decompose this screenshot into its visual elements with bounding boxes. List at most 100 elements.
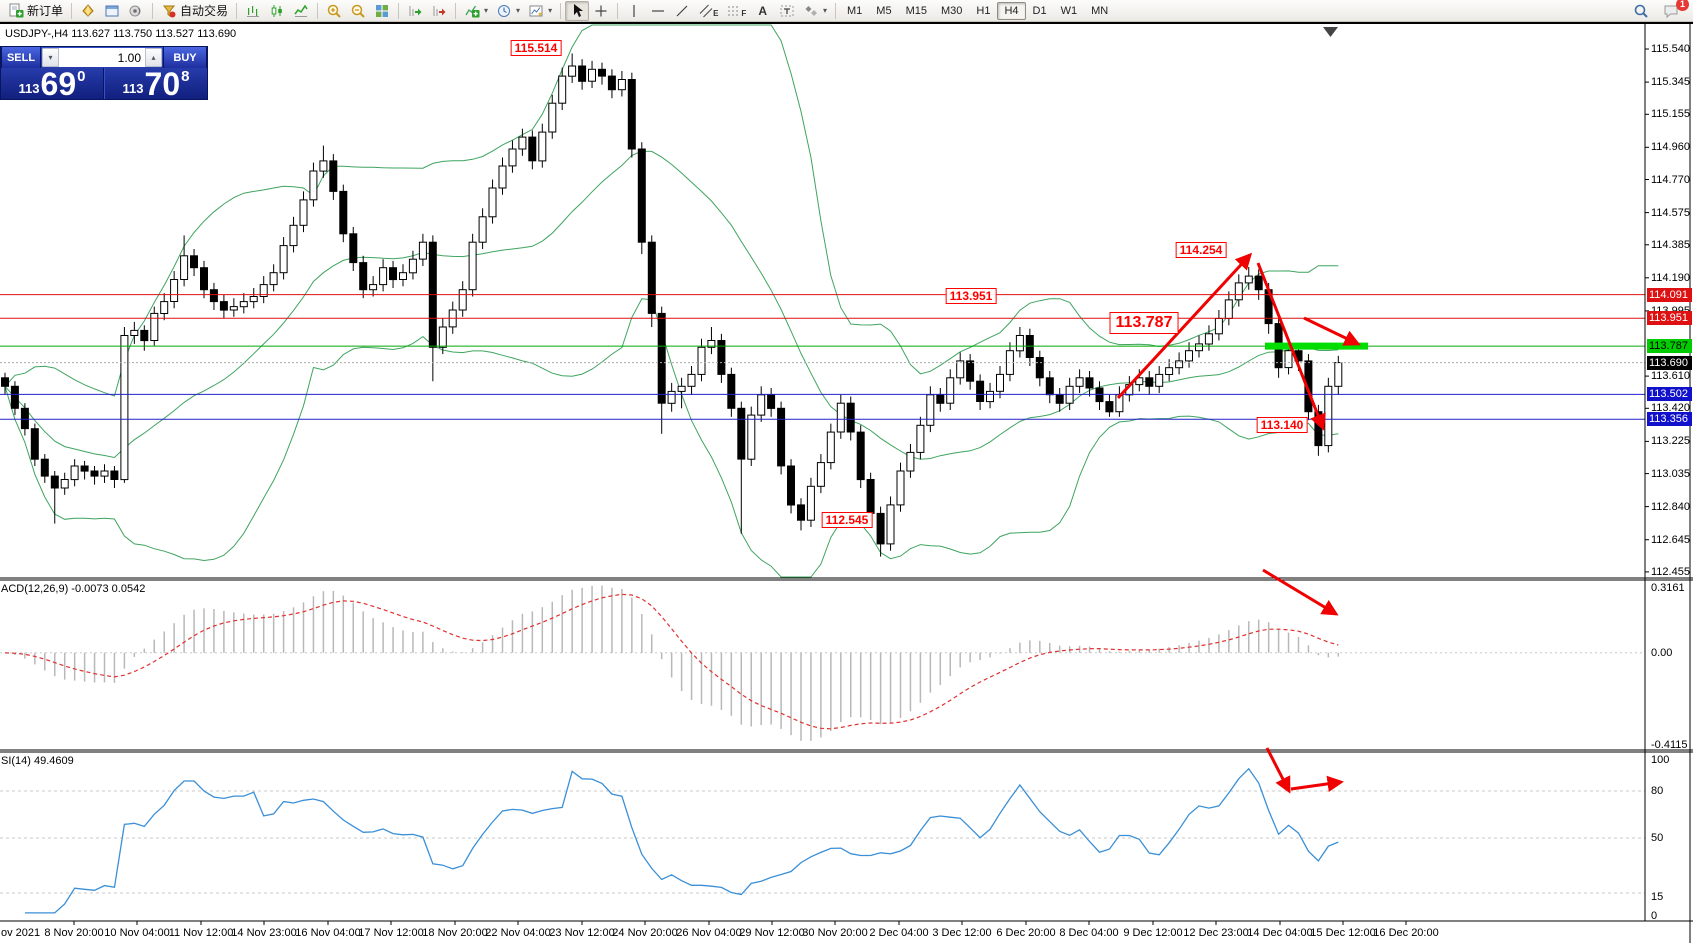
sell-price-main: 69: [40, 65, 77, 102]
timeframe-w1-button[interactable]: W1: [1060, 4, 1078, 17]
buy-price-display[interactable]: 113 70 8: [104, 68, 207, 100]
candle-body: [846, 402, 855, 433]
candle-body: [757, 394, 766, 416]
fibonacci-button-glyph: F: [741, 9, 747, 18]
search-button[interactable]: [1629, 1, 1653, 21]
timeframe-h4-button[interactable]: H4: [997, 1, 1026, 20]
zoom-out-icon: [351, 4, 365, 18]
candle-body: [1175, 360, 1184, 369]
timeframe-m30-button[interactable]: M30: [940, 4, 963, 17]
timeframe-mn-button[interactable]: MN: [1091, 4, 1109, 17]
candle-body: [289, 224, 298, 247]
green-zone-bar[interactable]: [1265, 342, 1368, 350]
candle-body: [180, 255, 189, 281]
price-tick-115.540: 115.540: [1651, 43, 1690, 55]
annotation-label-112.545[interactable]: 112.545: [821, 512, 873, 528]
annotation-label-113.787[interactable]: 113.787: [1109, 312, 1179, 334]
candle-body: [70, 465, 79, 481]
text-button[interactable]: A: [750, 1, 775, 21]
crosshair-button[interactable]: [589, 1, 613, 21]
candle-body: [896, 470, 905, 506]
indicators-button[interactable]: ▾: [460, 1, 492, 21]
annotation-label-115.514[interactable]: 115.514: [510, 40, 562, 56]
channel-button[interactable]: E: [694, 1, 722, 21]
sell-button[interactable]: SELL: [1, 47, 41, 68]
autotrade-button[interactable]: 自动交易: [157, 1, 232, 21]
cursor-button[interactable]: [565, 0, 590, 21]
bar-chart-button[interactable]: [241, 1, 265, 21]
time-label-5: 16 Nov 04:00: [295, 927, 361, 939]
tile-windows-button[interactable]: [370, 1, 394, 21]
timeframe-h1-button[interactable]: H1: [976, 4, 991, 17]
zoom-out-button[interactable]: [346, 1, 370, 21]
volume-input[interactable]: [59, 48, 145, 67]
vline-button[interactable]: [622, 1, 646, 21]
candle-body: [826, 431, 835, 464]
periods-button[interactable]: ▾: [492, 1, 524, 21]
timeframe-m1-button[interactable]: M1: [847, 4, 863, 17]
timeframe-d1-button[interactable]: D1: [1032, 4, 1047, 17]
trend-arrow-1[interactable]: [1256, 262, 1326, 431]
annotation-label-114.254[interactable]: 114.254: [1175, 242, 1227, 258]
volume-decrease-button[interactable]: ▾: [42, 48, 59, 67]
notifications-button[interactable]: 1: [1659, 0, 1689, 21]
fibonacci-button[interactable]: F: [722, 1, 750, 21]
bollinger-middle-band: [4, 150, 1339, 460]
candle-body: [90, 470, 99, 477]
signal-button[interactable]: [124, 1, 148, 21]
candle-body: [966, 360, 975, 382]
trend-arrow-3[interactable]: [1262, 568, 1339, 616]
candle-body: [568, 65, 577, 77]
macd-panel[interactable]: [0, 585, 1645, 741]
buy-button[interactable]: BUY: [163, 47, 207, 68]
trend-arrow-5[interactable]: [1290, 775, 1344, 793]
chart-shift-button[interactable]: [427, 1, 451, 21]
main-chart-panel[interactable]: [0, 24, 1645, 578]
templates-button[interactable]: ▾: [524, 1, 556, 21]
candle-body: [120, 335, 129, 481]
shapes-button[interactable]: ▾: [799, 1, 831, 21]
candle-body: [578, 65, 587, 82]
chart-shift-marker[interactable]: [1323, 27, 1338, 37]
timeframe-m15-button[interactable]: M15: [905, 4, 927, 17]
data-window-button[interactable]: [100, 1, 124, 21]
volume-spinbox: ▾ ▴: [42, 48, 162, 67]
label-button[interactable]: [775, 1, 799, 21]
candle-body: [438, 326, 447, 348]
search-icon: [1634, 4, 1648, 18]
annotation-label-113.951[interactable]: 113.951: [945, 288, 997, 304]
periods-icon: [498, 4, 511, 17]
candle-body: [478, 216, 487, 243]
candle-body: [1075, 377, 1084, 387]
hline-button[interactable]: [646, 1, 670, 21]
candle-body: [806, 485, 815, 521]
signal-icon: [129, 5, 141, 16]
profile-diamond-button[interactable]: [76, 1, 100, 21]
trend-arrow-0[interactable]: [1116, 252, 1253, 400]
rsi-label: SI(14) 49.4609: [1, 755, 74, 767]
candle-chart-button[interactable]: [265, 1, 289, 21]
new-order-button[interactable]: 新订单: [4, 1, 67, 21]
zoom-in-button[interactable]: [322, 1, 346, 21]
candle-body: [349, 233, 358, 264]
trendline-button[interactable]: [670, 1, 694, 21]
candle-body: [309, 170, 318, 201]
autoscroll-button[interactable]: [403, 1, 427, 21]
rsi-panel[interactable]: [0, 767, 1645, 914]
rsi-axis-50: 50: [1651, 832, 1664, 844]
sell-price-display[interactable]: 113 69 0: [1, 65, 104, 102]
timeframe-m5-button[interactable]: M5: [876, 4, 892, 17]
rsi-line: [24, 767, 1339, 914]
volume-increase-button[interactable]: ▴: [145, 48, 162, 67]
trend-arrow-4[interactable]: [1265, 747, 1291, 794]
time-label-1: 8 Nov 20:00: [44, 927, 104, 939]
candle-body: [667, 390, 676, 404]
chart-window[interactable]: [0, 22, 1693, 943]
line-chart-button[interactable]: [289, 1, 313, 21]
time-label-8: 22 Nov 04:00: [485, 927, 551, 939]
candle-body: [319, 160, 328, 172]
annotation-label-113.140[interactable]: 113.140: [1256, 417, 1308, 433]
candle-body: [1165, 367, 1174, 376]
trend-arrow-2[interactable]: [1303, 316, 1361, 346]
